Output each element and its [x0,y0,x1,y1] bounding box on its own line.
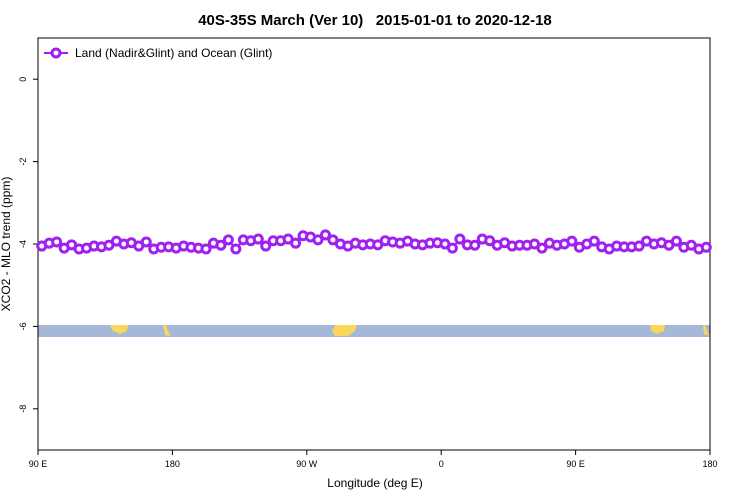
data-point [566,235,578,247]
data-point [446,242,458,254]
data-point [312,234,324,246]
x-tick-label: 90 E [29,459,48,469]
y-tick-label: -6 [18,322,28,330]
data-point [588,235,600,247]
data-point [319,229,331,241]
data-point [140,236,152,248]
chart-title: 40S-35S March (Ver 10) 2015-01-01 to 202… [198,12,552,29]
data-point [633,240,645,252]
data-point [454,233,466,245]
data-point [484,235,496,247]
data-point [700,241,712,253]
x-axis-label: Longitude (deg E) [327,476,422,490]
legend-marker [50,47,62,59]
data-point [260,240,272,252]
data-point [670,235,682,247]
map-strip [38,325,710,337]
data-point [536,242,548,254]
x-tick-label: 180 [165,459,180,469]
x-tick-label: 180 [702,459,717,469]
data-point [290,237,302,249]
data-point [215,239,227,251]
data-point [51,236,63,248]
legend-label: Land (Nadir&Glint) and Ocean (Glint) [75,46,272,60]
data-point [200,243,212,255]
y-tick-label: 0 [18,77,28,82]
data-point [469,239,481,251]
x-tick-label: 90 E [566,459,585,469]
y-axis-label: XCO2 - MLO trend (ppm) [0,177,13,312]
data-point [222,234,234,246]
data-point [230,243,242,255]
x-tick-label: 90 W [296,459,318,469]
y-tick-label: -2 [18,158,28,166]
data-point [252,233,264,245]
y-tick-label: -8 [18,405,28,413]
y-tick-label: -4 [18,240,28,248]
x-tick-label: 0 [439,459,444,469]
